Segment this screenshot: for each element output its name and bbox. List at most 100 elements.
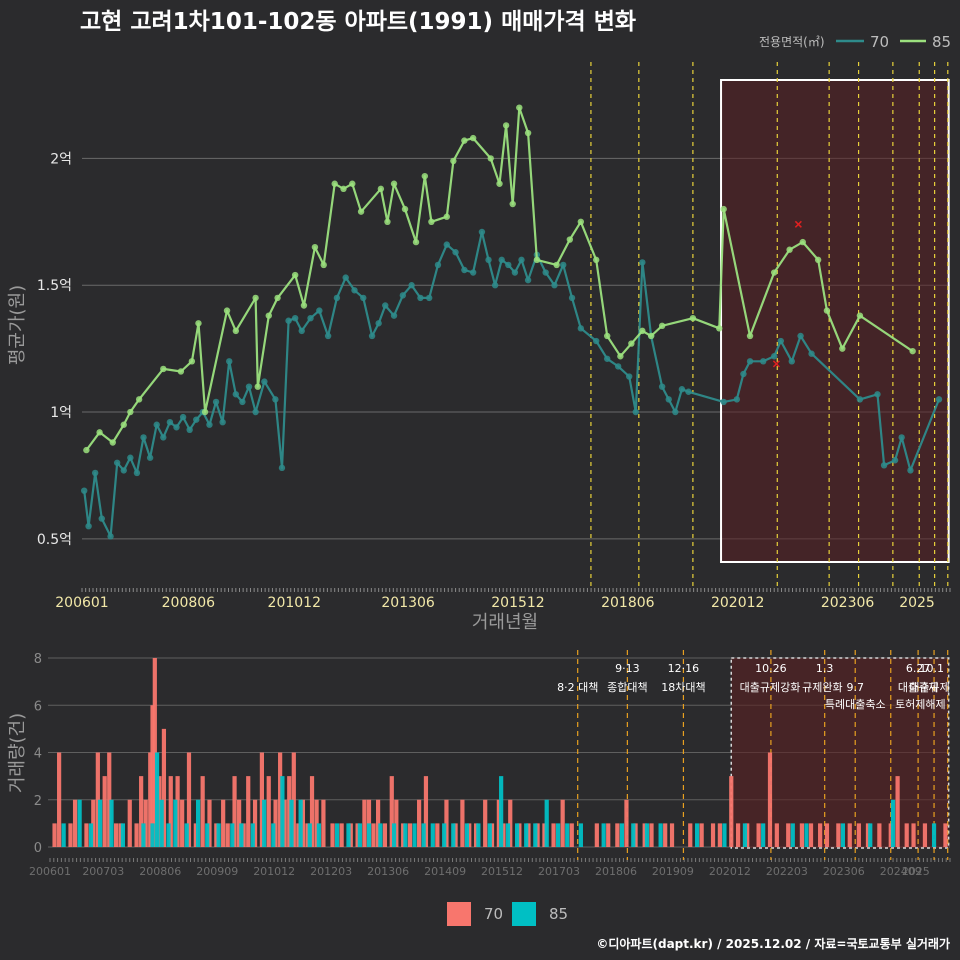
bar-70 xyxy=(517,823,522,847)
bar-x-tick-label: 202012 xyxy=(709,865,751,878)
data-point-70 xyxy=(511,269,519,276)
bar-70 xyxy=(225,823,230,847)
data-point-70 xyxy=(478,228,486,236)
bar-85 xyxy=(451,823,456,847)
bar-x-tick-label: 201306 xyxy=(367,865,409,878)
bar-70 xyxy=(856,823,861,847)
policy-annotation: 토허제해제 xyxy=(895,697,946,711)
data-point-70 xyxy=(505,261,512,269)
policy-annotation: 규제완화 xyxy=(802,681,842,694)
legend-title: 전용면적(㎡) xyxy=(759,35,825,49)
bar-70 xyxy=(594,823,599,847)
data-point-85 xyxy=(265,312,272,319)
bar-70 xyxy=(157,776,162,847)
bar-70 xyxy=(922,823,928,847)
policy-annotation: 8·2 대책 xyxy=(557,681,598,694)
bar-85 xyxy=(421,823,426,847)
bar-70 xyxy=(362,799,367,847)
bar-85 xyxy=(357,823,362,847)
x-tick-label: 201012 xyxy=(268,595,321,611)
data-point-70 xyxy=(80,487,88,494)
data-point-70 xyxy=(146,454,154,461)
y-tick-label: 2억 xyxy=(50,151,72,167)
bar-70 xyxy=(348,823,353,847)
data-point-70 xyxy=(685,388,692,395)
data-point-85 xyxy=(320,261,327,269)
bar-x-tick-label: 200909 xyxy=(196,865,238,878)
data-point-70 xyxy=(577,325,585,332)
bar-85 xyxy=(98,799,103,847)
bar-70 xyxy=(72,799,78,847)
data-point-85 xyxy=(799,238,806,246)
data-point-70 xyxy=(179,413,187,421)
bar-70 xyxy=(389,776,394,847)
bar-70 xyxy=(624,799,629,847)
data-point-70 xyxy=(443,241,450,248)
bar-70 xyxy=(394,799,399,847)
data-point-85 xyxy=(509,200,516,208)
bar-85 xyxy=(790,823,795,847)
bar-70 xyxy=(904,823,909,847)
bar-70 xyxy=(107,752,112,847)
bar-85 xyxy=(578,823,583,847)
data-point-70 xyxy=(593,337,600,345)
bar-70 xyxy=(259,752,264,847)
bar-70 xyxy=(699,823,704,847)
data-point-70 xyxy=(874,391,881,398)
bar-70 xyxy=(767,752,773,847)
data-point-70 xyxy=(434,261,442,269)
bar-85 xyxy=(505,823,511,847)
bar-85 xyxy=(262,799,267,847)
data-point-70 xyxy=(120,467,127,474)
bar-70 xyxy=(444,799,449,847)
bar-85 xyxy=(722,823,727,847)
bar-70 xyxy=(246,776,251,847)
data-point-70 xyxy=(625,373,633,380)
data-point-85 xyxy=(109,439,116,446)
data-point-70 xyxy=(733,396,741,403)
data-point-85 xyxy=(201,408,209,416)
bar-85 xyxy=(154,752,160,847)
data-point-85 xyxy=(450,157,457,165)
bar-70 xyxy=(865,823,871,847)
bar-70 xyxy=(150,705,155,847)
data-point-85 xyxy=(786,246,793,253)
bar-recent-period-highlight xyxy=(730,657,950,849)
data-point-85 xyxy=(487,155,494,162)
bar-70 xyxy=(501,823,506,847)
bar-70 xyxy=(483,799,488,847)
bar-85 xyxy=(216,823,221,847)
bar-85 xyxy=(403,823,408,847)
data-point-85 xyxy=(311,243,319,251)
data-point-70 xyxy=(518,256,525,264)
bar-70 xyxy=(161,728,167,847)
x-tick-label: 200601 xyxy=(55,595,108,611)
data-point-70 xyxy=(232,391,240,398)
bar-85 xyxy=(61,823,66,847)
bar-70 xyxy=(321,799,326,847)
data-point-70 xyxy=(173,424,180,431)
bar-70 xyxy=(193,823,198,847)
bar-85 xyxy=(890,799,896,847)
bar-70 xyxy=(847,823,852,847)
bar-70 xyxy=(207,799,212,847)
policy-annotation: 대출규제 xyxy=(898,681,938,694)
data-point-70 xyxy=(85,522,92,530)
bar-70 xyxy=(57,752,62,847)
bar-85 xyxy=(499,776,504,847)
bar-70 xyxy=(282,799,287,847)
data-point-70 xyxy=(720,398,727,406)
policy-annotation: 종합대책 xyxy=(607,681,647,694)
data-point-85 xyxy=(390,180,398,187)
data-point-85 xyxy=(689,314,697,322)
data-point-85 xyxy=(628,340,635,347)
bar-x-tick-label: 202306 xyxy=(823,865,865,878)
bar-70 xyxy=(774,823,779,847)
bar-y-tick-label: 8 xyxy=(34,652,42,667)
bar-85 xyxy=(658,823,663,847)
data-point-85 xyxy=(127,408,134,416)
x-tick-label: 201512 xyxy=(491,595,544,611)
data-point-70 xyxy=(426,294,433,302)
data-point-70 xyxy=(461,266,468,274)
bar-70 xyxy=(877,823,882,847)
